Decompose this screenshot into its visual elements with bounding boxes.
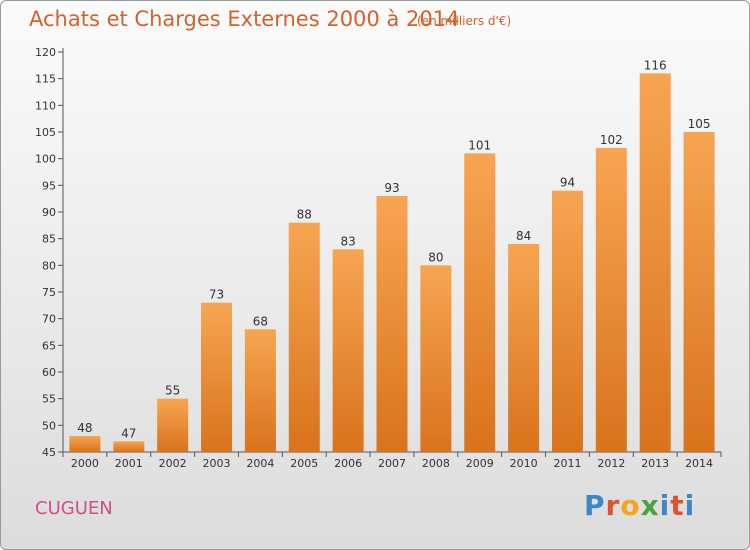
x-tick-label: 2009: [466, 457, 494, 470]
y-tick-label: 80: [42, 259, 56, 272]
x-tick-label: 2000: [71, 457, 99, 470]
commune-name: CUGUEN: [35, 498, 113, 519]
bar-2004: [244, 329, 276, 452]
data-label: 88: [297, 208, 312, 222]
bar-2014: [683, 132, 715, 452]
data-label: 55: [165, 384, 180, 398]
data-label: 80: [428, 250, 443, 264]
bar-2006: [332, 249, 364, 452]
x-tick-label: 2003: [203, 457, 231, 470]
data-label: 94: [560, 176, 575, 190]
bar-2003: [201, 302, 233, 452]
x-tick-label: 2007: [378, 457, 406, 470]
bar-2011: [551, 190, 583, 452]
logo-letter: i: [659, 489, 671, 522]
data-label: 48: [77, 421, 92, 435]
y-tick-label: 60: [42, 366, 56, 379]
logo-letter: P: [584, 489, 606, 522]
logo-letter: i: [684, 489, 696, 522]
y-tick-label: 115: [35, 73, 56, 86]
x-tick-label: 2001: [115, 457, 143, 470]
x-tick-label: 2005: [290, 457, 318, 470]
data-label: 73: [209, 288, 224, 302]
y-tick-label: 70: [42, 313, 56, 326]
x-tick-label: 2008: [422, 457, 450, 470]
bar-2008: [420, 265, 452, 452]
y-tick-label: 95: [42, 179, 56, 192]
logo-letter: x: [640, 489, 660, 522]
bar-2000: [69, 436, 101, 452]
chart-title: Achats et Charges Externes 2000 à 2014: [29, 7, 460, 31]
x-tick-label: 2013: [641, 457, 669, 470]
data-label: 102: [600, 133, 623, 147]
x-tick-label: 2012: [597, 457, 625, 470]
bar-2001: [113, 441, 145, 452]
bars: [69, 73, 715, 453]
y-tick-label: 55: [42, 393, 56, 406]
bar-2009: [464, 153, 496, 453]
data-label: 101: [468, 138, 491, 152]
data-label: 93: [384, 181, 399, 195]
logo-letter: o: [620, 489, 641, 522]
y-tick-label: 75: [42, 286, 56, 299]
bar-2005: [288, 222, 320, 452]
y-tick-label: 45: [42, 446, 56, 459]
x-tick-label: 2010: [510, 457, 538, 470]
y-tick-label: 105: [35, 126, 56, 139]
y-tick-label: 65: [42, 339, 56, 352]
data-label: 68: [253, 314, 268, 328]
data-label: 105: [688, 117, 711, 131]
y-tick-label: 85: [42, 233, 56, 246]
logo-letter: t: [670, 489, 685, 522]
x-tick-label: 2006: [334, 457, 362, 470]
data-labels: 48 47 55 73 68 88 83 93 80 101 84 94 102 116 105: [77, 58, 710, 440]
data-label: 47: [121, 426, 136, 440]
x-tick-label: 2004: [246, 457, 274, 470]
bar-2007: [376, 196, 408, 452]
data-label: 83: [340, 234, 355, 248]
y-tick-label: 110: [35, 99, 56, 112]
bar-2013: [639, 73, 671, 452]
x-tick-label: 2011: [553, 457, 581, 470]
x-tick-label: 2002: [159, 457, 187, 470]
bar-2010: [508, 244, 540, 452]
data-label: 116: [644, 58, 667, 72]
axes: 45 50 55 60 65 70 75 80 85 90 95 100 105 110 115 120 200…: [35, 46, 722, 470]
x-tick-label: 2014: [685, 457, 713, 470]
logo-letter: r: [605, 489, 621, 522]
y-tick-label: 100: [35, 153, 56, 166]
y-tick-label: 50: [42, 419, 56, 432]
y-tick-label: 90: [42, 206, 56, 219]
chart-subtitle: (en milliers d'€): [417, 14, 512, 28]
bar-2012: [595, 148, 627, 452]
bar-2002: [157, 398, 189, 452]
data-label: 84: [516, 229, 531, 243]
y-tick-label: 120: [35, 46, 56, 59]
proxiti-logo[interactable]: Proxiti: [584, 489, 695, 522]
